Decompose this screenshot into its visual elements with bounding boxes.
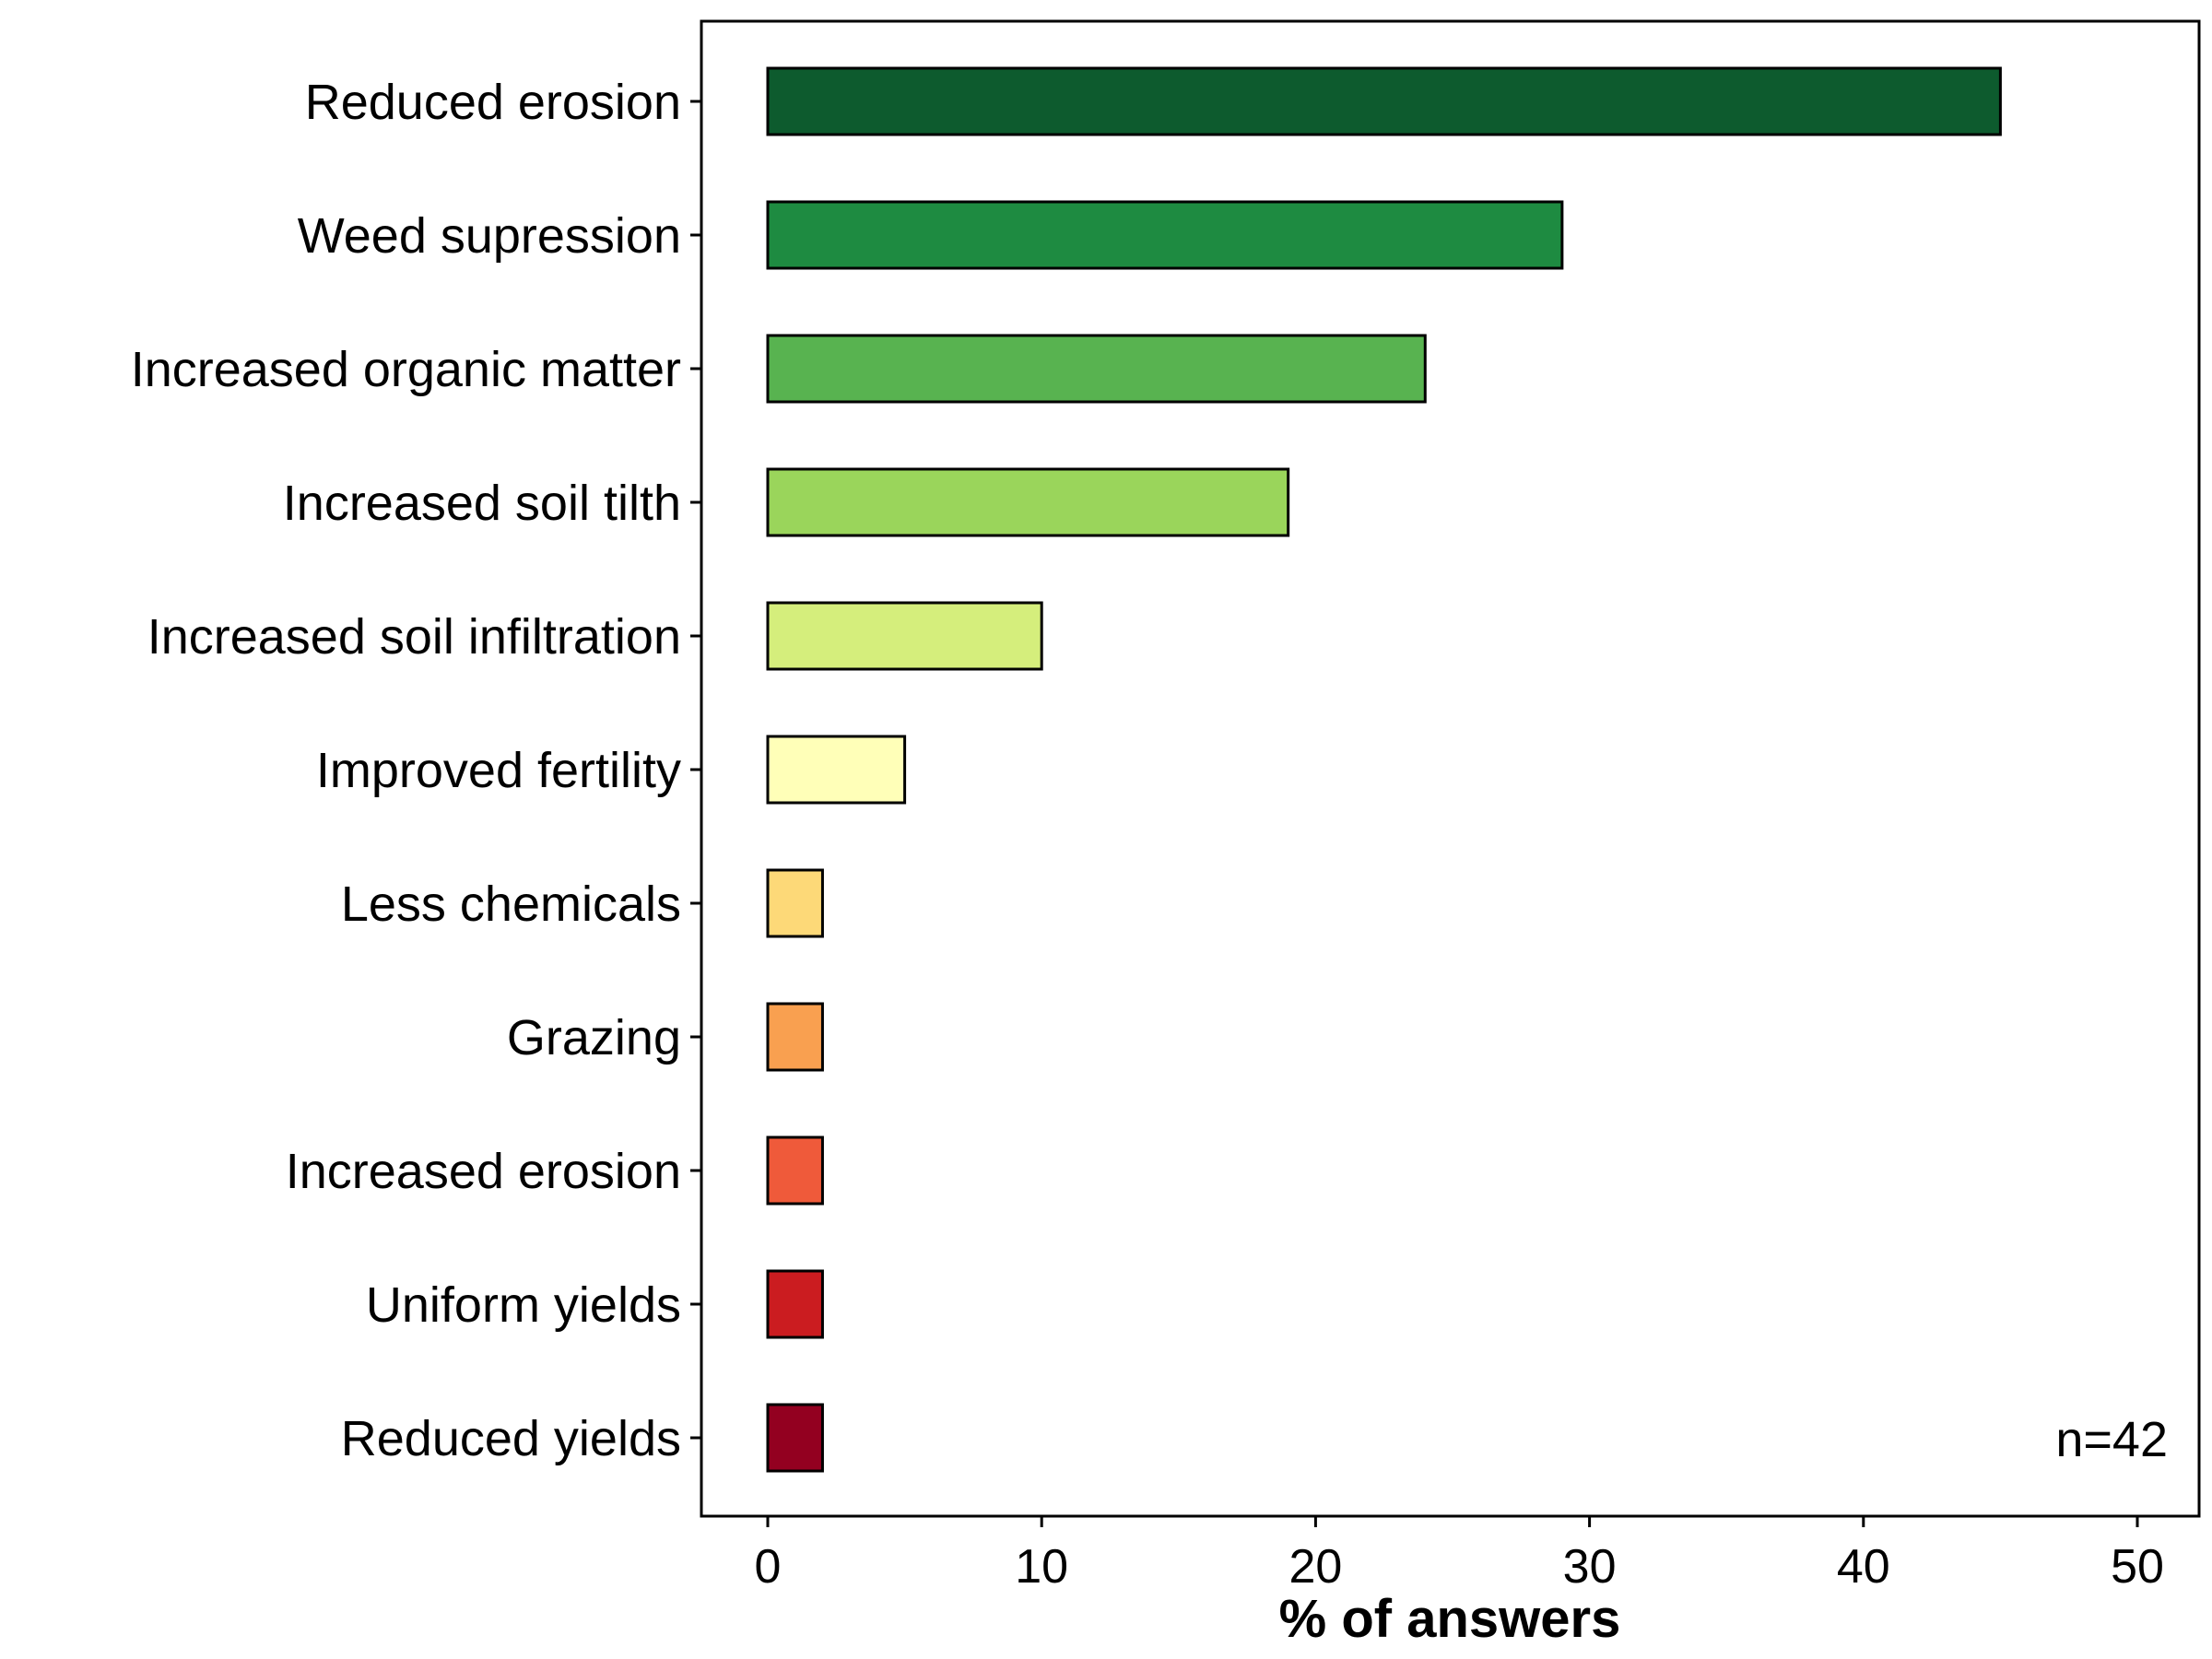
category-label-7: Grazing [507, 1010, 681, 1065]
bar-3 [766, 467, 1290, 537]
category-label-5: Improved fertility [316, 743, 681, 798]
category-label-10: Reduced yields [341, 1411, 681, 1466]
x-tick-label-1: 10 [1015, 1540, 1068, 1594]
bar-6 [766, 868, 824, 938]
category-label-3: Increased soil tilth [283, 476, 681, 531]
value-axis: 0 10 20 30 40 50 [755, 1516, 2164, 1594]
x-tick-label-0: 0 [755, 1540, 782, 1594]
category-label-4: Increased soil infiltration [147, 609, 681, 665]
category-label-1: Weed supression [298, 208, 681, 264]
x-tick-label-4: 40 [1837, 1540, 1890, 1594]
sample-size-annotation: n=42 [2055, 1412, 2168, 1467]
category-axis: Reduced erosion Weed supression Increased … [131, 75, 701, 1466]
x-axis-title: % of answers [1279, 1589, 1621, 1649]
bar-1 [766, 200, 1564, 270]
bar-9 [766, 1269, 824, 1339]
category-label-0: Reduced erosion [305, 75, 681, 130]
bar-7 [766, 1002, 824, 1072]
bar-2 [766, 334, 1427, 404]
category-label-6: Less chemicals [341, 877, 681, 932]
bar-0 [766, 66, 2002, 136]
category-label-9: Uniform yields [366, 1277, 681, 1333]
x-tick-label-2: 20 [1288, 1540, 1342, 1594]
category-label-2: Increased organic matter [131, 342, 681, 397]
bar-5 [766, 735, 907, 805]
bar-10 [766, 1403, 824, 1473]
category-label-8: Increased erosion [286, 1144, 681, 1199]
bars-layer [766, 66, 2002, 1473]
bar-4 [766, 601, 1043, 671]
x-tick-label-5: 50 [2111, 1540, 2164, 1594]
bar-8 [766, 1135, 824, 1206]
x-tick-label-3: 30 [1563, 1540, 1617, 1594]
